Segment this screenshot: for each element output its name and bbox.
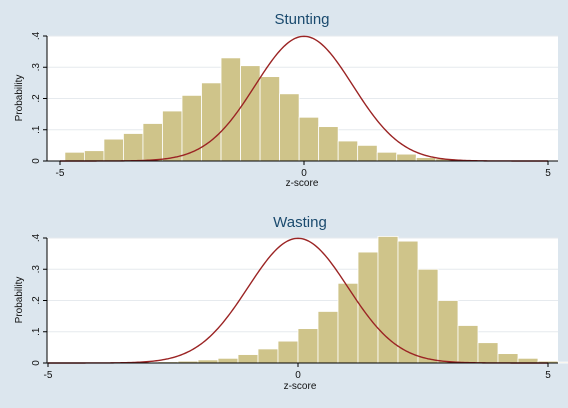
histogram-bar [317,311,339,364]
histogram-bar [337,282,359,364]
histogram-bar [277,340,299,364]
histogram-bar [103,138,124,162]
histogram-bar [376,151,398,162]
histogram-bar [397,240,419,364]
histogram-bar [557,361,568,364]
histogram-bar [417,268,439,364]
histogram-bar [497,353,519,364]
histogram-bars [64,57,554,162]
histogram-bar [357,144,378,162]
histogram-bar [477,342,499,364]
x-tick-label: 5 [545,370,551,381]
histogram-bar [297,328,319,364]
y-tick-label: .3 [31,265,42,274]
histogram-bar [162,110,183,162]
histogram-bar [84,150,105,162]
y-tick-label: .4 [31,233,42,242]
histogram-bar [142,123,163,162]
x-tick-label: -5 [56,168,65,179]
histogram-bar [259,76,280,162]
histogram-bar [220,57,241,162]
histogram-bar [437,300,459,364]
y-ticks: 0 .1 .2 .3 .4 [31,31,47,164]
stunting-panel: 0 .1 .2 .3 .4 -5 0 5 Stunting z-score Probabil… [14,11,558,189]
y-ticks: 0 .1 .2 .3 .4 [31,233,47,366]
histogram-bar [396,153,417,162]
histogram-bar [64,151,85,162]
histogram-bar [415,157,437,162]
histogram-bar [217,357,239,364]
wasting-panel: 0.1.2.3.4 -5 0 5 Wasting z-score Probabili… [14,214,568,392]
histogram-bar [298,116,320,162]
histogram-bar [457,325,479,364]
y-tick-label: 0 [31,360,42,366]
histogram-bar [240,65,261,162]
x-tick-label: 5 [545,168,551,179]
histogram-bar [318,126,339,162]
chart-title: Wasting [273,214,327,231]
histogram-bar [279,93,300,162]
histogram-bar [123,133,144,162]
histogram-bar [257,348,279,364]
histogram-bar [237,354,259,364]
y-axis-label: Probability [14,75,25,122]
x-ticks: -5 0 5 [56,161,551,179]
histogram-bar [181,94,202,162]
histogram-bar [337,140,359,162]
y-tick-label: .2 [31,94,42,103]
x-tick-label: 0 [295,370,301,381]
y-tick-label: .3 [31,63,42,72]
x-axis-label: z-score [286,178,319,189]
histogram-bar [201,82,222,162]
x-tick-label: 0 [301,168,307,179]
x-axis-label: z-score [284,381,317,392]
y-tick-label: .2 [31,296,42,305]
x-ticks: -5 0 5 [44,363,551,381]
y-tick-label: 0 [31,158,42,164]
chart-title: Stunting [274,11,329,28]
y-tick-label: .1 [31,327,42,336]
y-tick-label: .1 [31,125,42,134]
y-axis-label: Probability [14,277,25,324]
y-tick-label: .4 [31,31,42,40]
x-tick-label: -5 [44,370,53,381]
